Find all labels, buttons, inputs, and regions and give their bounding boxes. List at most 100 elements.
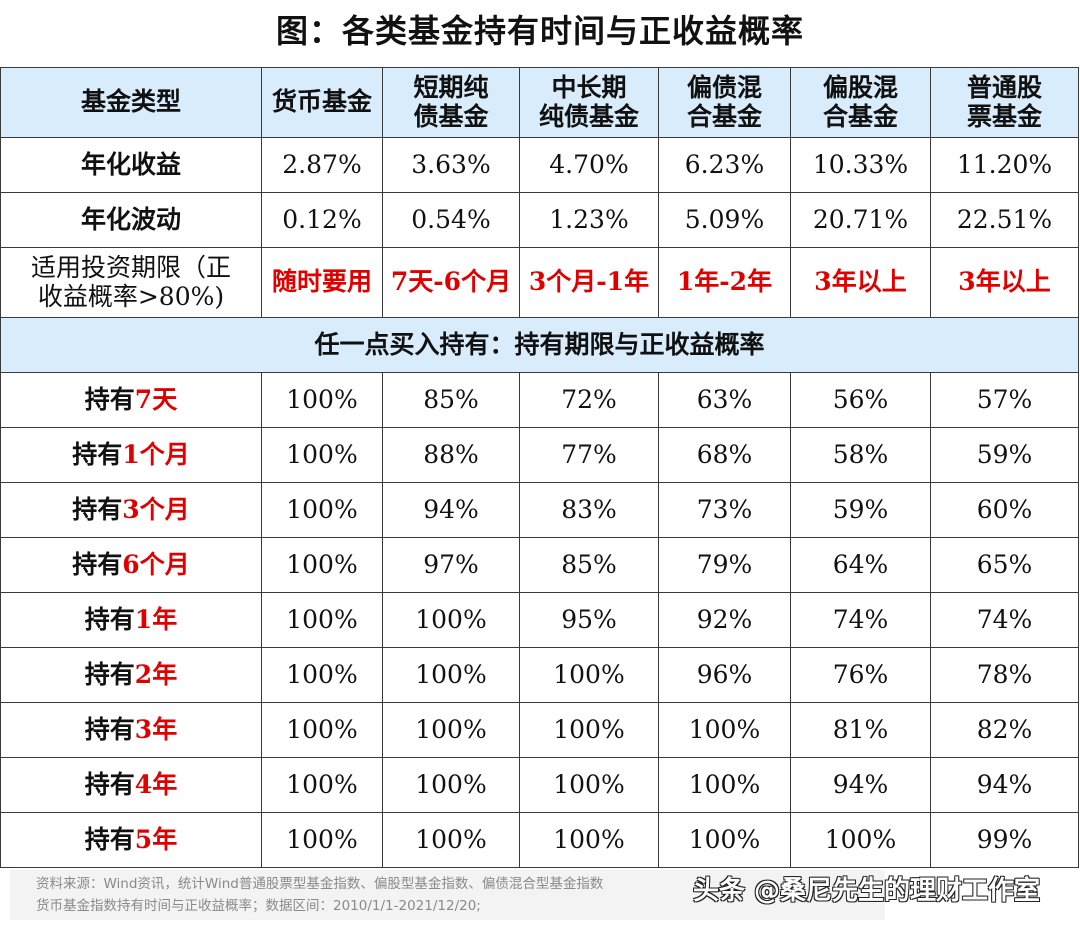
cell: 85%	[519, 537, 659, 593]
cell: 100%	[261, 702, 383, 758]
cell: 11.20%	[930, 137, 1079, 193]
row-label: 持有3个月	[0, 482, 262, 538]
row-label: 持有3年	[0, 702, 262, 758]
cell: 88%	[382, 427, 520, 483]
cell: 57%	[930, 372, 1079, 428]
source-note-line1: 资料来源：Wind资讯，统计Wind普通股票型基金指数、偏股型基金指数、偏债混合…	[36, 876, 604, 892]
cell: 100%	[382, 647, 520, 703]
header-col-5: 普通股 票基金	[930, 67, 1079, 138]
section-title: 任一点买入持有：持有期限与正收益概率	[0, 317, 1079, 373]
header-row: 基金类型 货币基金 短期纯 债基金 中长期 纯债基金 偏债混 合基金 偏股混 合基金 普…	[0, 67, 1079, 138]
holding-row: 持有3个月 100% 94% 83% 73% 59% 60%	[0, 482, 1079, 538]
cell: 78%	[930, 647, 1079, 703]
cell: 81%	[790, 702, 931, 758]
cell: 100%	[261, 482, 383, 538]
section-band: 任一点买入持有：持有期限与正收益概率	[0, 317, 1079, 373]
cell: 60%	[930, 482, 1079, 538]
cell: 94%	[930, 757, 1079, 813]
cell: 100%	[382, 592, 520, 648]
row-label: 年化收益	[0, 137, 262, 193]
cell: 92%	[658, 592, 791, 648]
watermark: 头条 @桑尼先生的理财工作室	[693, 876, 1041, 906]
cell: 3年以上	[930, 247, 1079, 318]
header-col-3: 偏债混 合基金	[658, 67, 791, 138]
row-label: 持有4年	[0, 757, 262, 813]
cell: 74%	[790, 592, 931, 648]
header-fund-type: 基金类型	[0, 67, 262, 138]
cell: 100%	[261, 647, 383, 703]
cell: 20.71%	[790, 192, 931, 248]
cell: 94%	[790, 757, 931, 813]
cell: 95%	[519, 592, 659, 648]
cell: 100%	[790, 812, 931, 868]
cell: 4.70%	[519, 137, 659, 193]
cell: 3年以上	[790, 247, 931, 318]
holding-row: 持有6个月 100% 97% 85% 79% 64% 65%	[0, 537, 1079, 593]
cell: 64%	[790, 537, 931, 593]
cell: 100%	[382, 702, 520, 758]
cell: 79%	[658, 537, 791, 593]
cell: 59%	[790, 482, 931, 538]
cell: 100%	[261, 592, 383, 648]
holding-row: 持有1个月 100% 88% 77% 68% 58% 59%	[0, 427, 1079, 483]
source-note-line2: 货币基金指数持有时间与正收益概率；数据区间：2010/1/1-2021/12/2…	[36, 898, 481, 914]
header-col-1: 短期纯 债基金	[382, 67, 520, 138]
cell: 85%	[382, 372, 520, 428]
cell: 10.33%	[790, 137, 931, 193]
cell: 100%	[261, 812, 383, 868]
row-label: 持有6个月	[0, 537, 262, 593]
cell: 100%	[261, 372, 383, 428]
header-col-4: 偏股混 合基金	[790, 67, 931, 138]
holding-row: 持有5年 100% 100% 100% 100% 100% 99%	[0, 812, 1079, 868]
cell: 100%	[261, 757, 383, 813]
cell: 82%	[930, 702, 1079, 758]
cell: 99%	[930, 812, 1079, 868]
cell: 0.12%	[261, 192, 383, 248]
cell: 58%	[790, 427, 931, 483]
cell: 100%	[658, 757, 791, 813]
cell: 6.23%	[658, 137, 791, 193]
metric-row-return: 年化收益 2.87% 3.63% 4.70% 6.23% 10.33% 11.2…	[0, 137, 1079, 193]
cell: 22.51%	[930, 192, 1079, 248]
term-row: 适用投资期限（正 收益概率>80%) 随时要用 7天-6个月 3个月-1年 1年-…	[0, 247, 1079, 318]
cell: 63%	[658, 372, 791, 428]
cell: 94%	[382, 482, 520, 538]
cell: 100%	[519, 702, 659, 758]
cell: 100%	[519, 647, 659, 703]
page-title: 图：各类基金持有时间与正收益概率	[275, 12, 804, 50]
cell: 1年-2年	[658, 247, 791, 318]
row-label: 持有2年	[0, 647, 262, 703]
cell: 73%	[658, 482, 791, 538]
row-label: 持有1个月	[0, 427, 262, 483]
holding-row: 持有4年 100% 100% 100% 100% 94% 94%	[0, 757, 1079, 813]
cell: 2.87%	[261, 137, 383, 193]
row-label: 持有1年	[0, 592, 262, 648]
cell: 100%	[658, 702, 791, 758]
cell: 100%	[658, 812, 791, 868]
cell: 100%	[261, 537, 383, 593]
header-col-0: 货币基金	[261, 67, 383, 138]
fund-holding-table: 基金类型 货币基金 短期纯 债基金 中长期 纯债基金 偏债混 合基金 偏股混 合基金 普…	[0, 67, 1079, 868]
cell: 1.23%	[519, 192, 659, 248]
cell: 100%	[261, 427, 383, 483]
cell: 72%	[519, 372, 659, 428]
holding-row: 持有2年 100% 100% 100% 96% 76% 78%	[0, 647, 1079, 703]
cell: 100%	[519, 812, 659, 868]
cell: 83%	[519, 482, 659, 538]
row-label: 持有5年	[0, 812, 262, 868]
cell: 65%	[930, 537, 1079, 593]
holding-row: 持有1年 100% 100% 95% 92% 74% 74%	[0, 592, 1079, 648]
cell: 74%	[930, 592, 1079, 648]
cell: 56%	[790, 372, 931, 428]
source-note: 资料来源：Wind资讯，统计Wind普通股票型基金指数、偏股型基金指数、偏债混合…	[10, 870, 885, 920]
cell: 59%	[930, 427, 1079, 483]
holding-row: 持有7天 100% 85% 72% 63% 56% 57%	[0, 372, 1079, 428]
cell: 68%	[658, 427, 791, 483]
cell: 76%	[790, 647, 931, 703]
cell: 100%	[382, 812, 520, 868]
cell: 5.09%	[658, 192, 791, 248]
cell: 7天-6个月	[382, 247, 520, 318]
cell: 3个月-1年	[519, 247, 659, 318]
holding-row: 持有3年 100% 100% 100% 100% 81% 82%	[0, 702, 1079, 758]
cell: 77%	[519, 427, 659, 483]
